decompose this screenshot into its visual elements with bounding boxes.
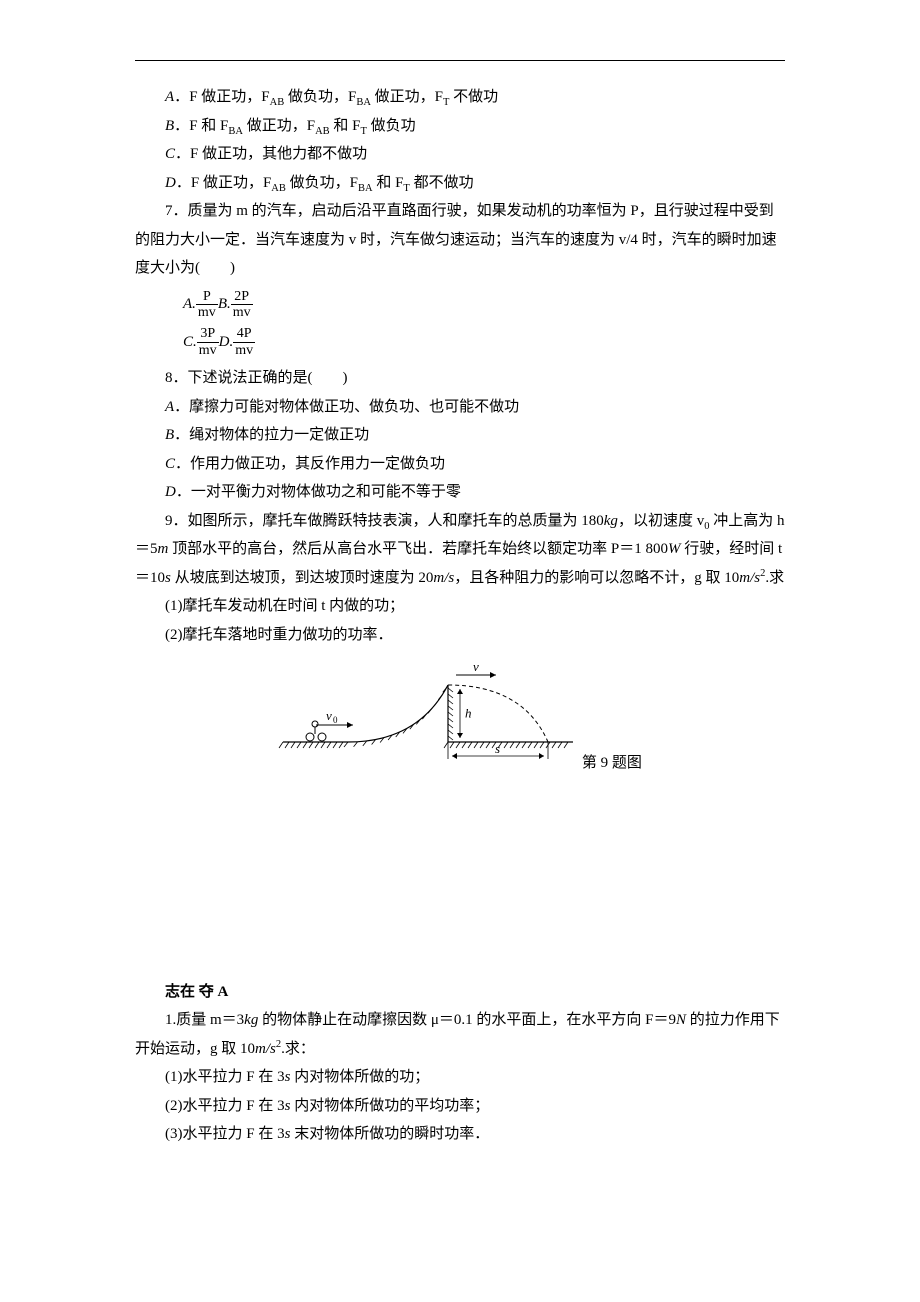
q7-frac-d: 4Pmv bbox=[233, 326, 255, 358]
q6-opt-a: A．F 做正功，FAB 做负功，FBA 做正功，FT 不做功 bbox=[135, 83, 785, 112]
q7-frac-a: Pmv bbox=[196, 289, 218, 321]
opt-label: C bbox=[165, 146, 175, 162]
q7-frac-c: 3Pmv bbox=[197, 326, 219, 358]
sa-q1-p2: (2)水平拉力 F 在 3s 内对物体所做功的平均功率； bbox=[135, 1092, 785, 1121]
svg-text:v: v bbox=[473, 659, 479, 674]
svg-text:v: v bbox=[326, 708, 332, 723]
svg-text:s: s bbox=[495, 741, 500, 756]
sa-q1-p1: (1)水平拉力 F 在 3s 内对物体所做的功； bbox=[135, 1063, 785, 1092]
q8-opt-d: D．一对平衡力对物体做功之和可能不等于零 bbox=[135, 478, 785, 507]
q6-opt-d: D．F 做正功，FAB 做负功，FBA 和 FT 都不做功 bbox=[135, 169, 785, 198]
opt-label: D bbox=[165, 175, 176, 191]
q6-opt-c: C．F 做正功，其他力都不做功 bbox=[135, 140, 785, 169]
sa-q1-p3: (3)水平拉力 F 在 3s 末对物体所做功的瞬时功率． bbox=[135, 1120, 785, 1149]
top-rule bbox=[135, 60, 785, 61]
q9-diagram: v0vhs bbox=[278, 657, 578, 767]
svg-text:0: 0 bbox=[333, 715, 338, 725]
q8-opt-b: B．绳对物体的拉力一定做正功 bbox=[135, 421, 785, 450]
q7-frac-b: 2Pmv bbox=[231, 289, 253, 321]
section-a-title: 志在 夺 A bbox=[135, 978, 785, 1007]
q9-stem: 9．如图所示，摩托车做腾跃特技表演，人和摩托车的总质量为 180kg，以初速度 … bbox=[135, 507, 785, 593]
opt-label: B bbox=[165, 118, 174, 134]
q7-stem: 7．质量为 m 的汽车，启动后沿平直路面行驶，如果发动机的功率恒为 P，且行驶过… bbox=[135, 197, 785, 283]
q9-part1: (1)摩托车发动机在时间 t 内做的功； bbox=[135, 592, 785, 621]
q7-options-row2: C.3PmvD.4Pmv bbox=[183, 326, 785, 358]
opt-label: A bbox=[165, 89, 174, 105]
q9-caption: 第 9 题图 bbox=[582, 749, 642, 778]
q7-options-row1: A.PmvB.2Pmv bbox=[183, 289, 785, 321]
q6-opt-b: B．F 和 FBA 做正功，FAB 和 FT 做负功 bbox=[135, 112, 785, 141]
q9-part2: (2)摩托车落地时重力做功的功率． bbox=[135, 621, 785, 650]
q8-opt-a: A．摩擦力可能对物体做正功、做负功、也可能不做功 bbox=[135, 393, 785, 422]
svg-text:h: h bbox=[465, 706, 472, 721]
q9-figure: v0vhs 第 9 题图 bbox=[135, 657, 785, 778]
bottom-spacer bbox=[135, 1149, 785, 1209]
q8-opt-c: C．作用力做正功，其反作用力一定做负功 bbox=[135, 450, 785, 479]
sa-q1-stem: 1.质量 m＝3kg 的物体静止在动摩擦因数 μ＝0.1 的水平面上，在水平方向… bbox=[135, 1006, 785, 1063]
q8-stem: 8．下述说法正确的是( ) bbox=[135, 364, 785, 393]
